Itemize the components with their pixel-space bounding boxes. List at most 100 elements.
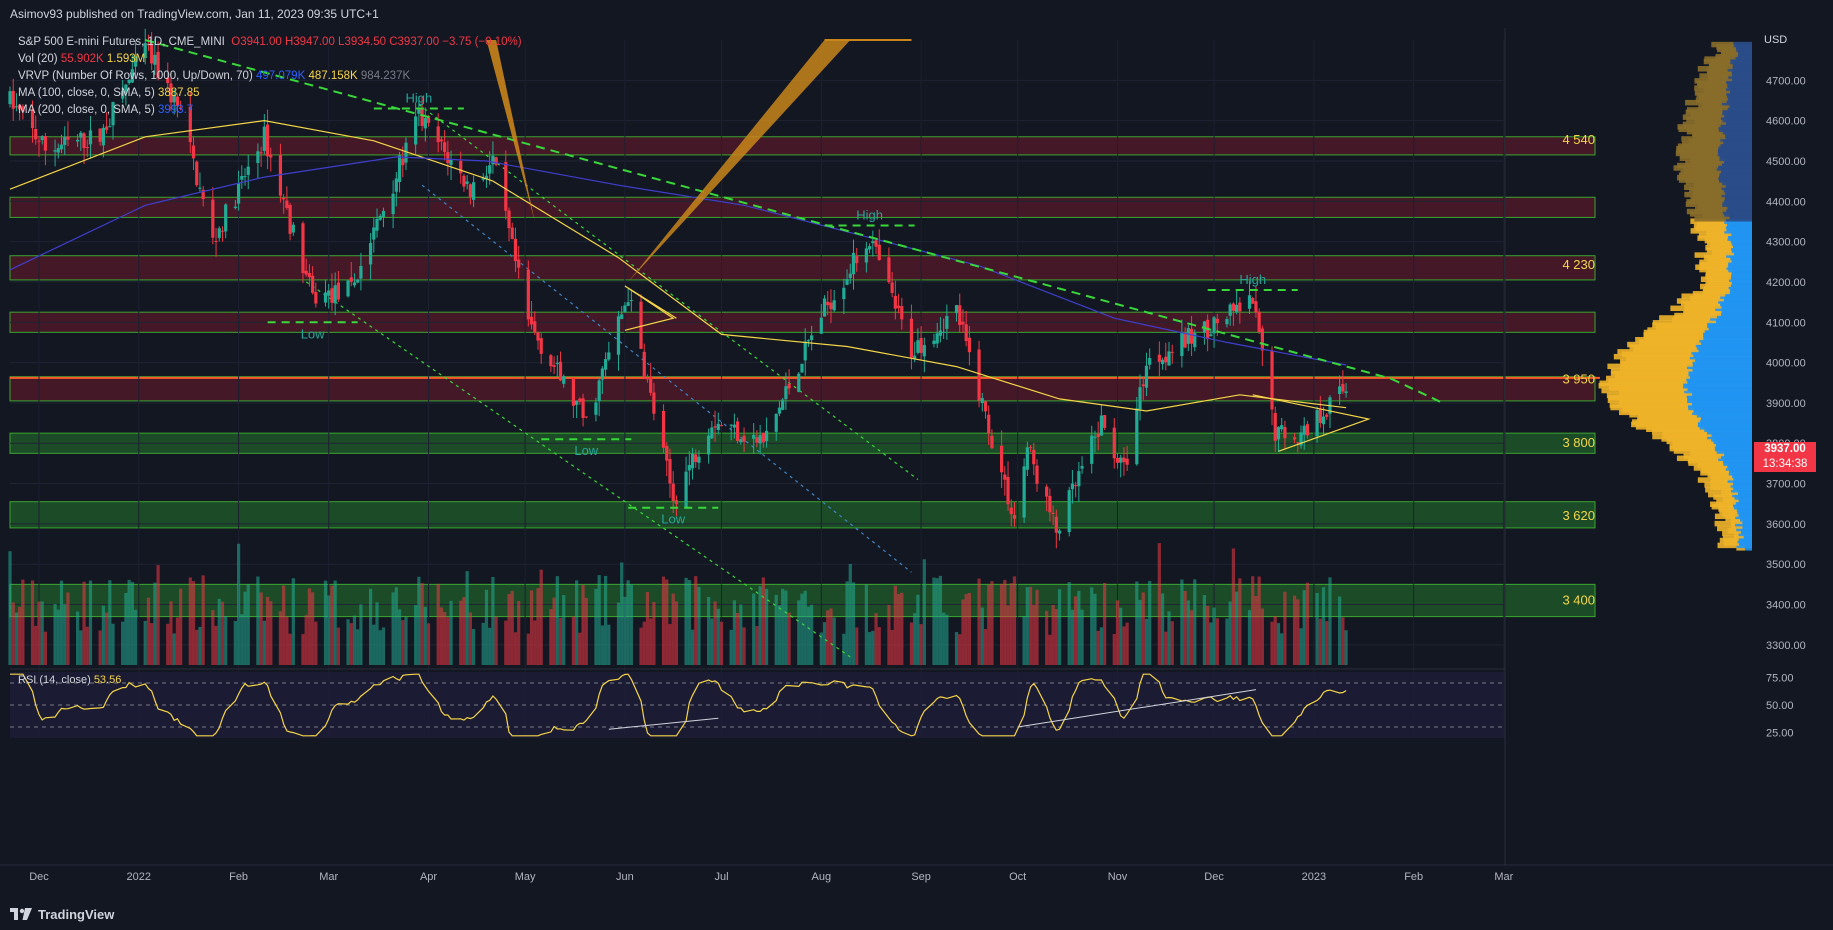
candle-body — [1344, 391, 1348, 394]
candle-body — [1276, 426, 1281, 440]
candle-body — [661, 410, 666, 448]
volume-bar — [394, 587, 398, 665]
candle-body — [967, 337, 972, 353]
last-price-tag: 3937.00 13:34:38 — [1754, 442, 1816, 472]
candle-body — [79, 132, 83, 138]
candle-body — [465, 181, 469, 184]
candle-body — [987, 414, 991, 434]
volume-bar — [1276, 623, 1281, 665]
candle-body — [1305, 424, 1310, 436]
volume-bar — [1254, 595, 1258, 665]
candle-body — [1048, 495, 1052, 513]
volume-bar — [877, 627, 881, 665]
candle-body — [1003, 474, 1007, 480]
candle-body — [1051, 512, 1055, 514]
candle-body — [166, 77, 170, 84]
volume-bar — [301, 634, 305, 665]
candle-body — [1077, 471, 1081, 487]
volume-bar — [1260, 608, 1264, 665]
candle-body — [964, 324, 968, 342]
candle-body — [127, 79, 131, 84]
candle-body — [533, 321, 537, 332]
volume-bar — [594, 588, 598, 665]
candle-body — [890, 282, 894, 293]
volume-bar — [66, 592, 70, 665]
candle-body — [1235, 304, 1239, 313]
volume-bar — [1077, 590, 1081, 665]
publisher-header: Asimov93 published on TradingView.com, J… — [0, 0, 1833, 28]
candle-body — [694, 454, 698, 462]
vrvp-value-1: 497.079K — [256, 70, 306, 82]
vrvp-value-2: 487.158K — [308, 70, 358, 82]
candle-body — [352, 282, 357, 286]
candle-body — [375, 218, 379, 231]
candle-body — [999, 445, 1004, 473]
volume-bar — [304, 615, 308, 665]
candle-body — [1225, 319, 1229, 325]
candle-body — [529, 316, 534, 325]
volume-bar — [942, 612, 946, 665]
candle-body — [1209, 334, 1213, 337]
candle-body — [945, 315, 949, 329]
candle-body — [1103, 415, 1107, 428]
candles — [8, 28, 1348, 549]
volume-bar — [1186, 600, 1190, 665]
vrvp-up — [1722, 535, 1739, 541]
candle-body — [1125, 458, 1129, 465]
volume-bar — [265, 596, 270, 665]
volume-bar — [938, 575, 943, 665]
candle-body — [169, 83, 173, 103]
candle-body — [787, 383, 791, 389]
candle-body — [1112, 427, 1116, 459]
candle-body — [156, 51, 160, 79]
candle-body — [800, 363, 804, 373]
volume-bar — [1144, 618, 1149, 665]
volume-bar — [269, 601, 273, 665]
volume-bar — [1119, 607, 1123, 665]
candle-body — [236, 183, 241, 204]
candle-body — [311, 275, 315, 293]
candle-body — [484, 175, 489, 179]
candle-body — [423, 118, 427, 129]
tradingview-logo[interactable]: TradingView — [10, 907, 114, 922]
volume-bar — [471, 629, 476, 665]
last-price: 3937.00 — [1764, 443, 1806, 455]
candle-body — [1074, 485, 1078, 487]
symbol-name: S&P 500 E-mini Futures, 1D, CME_MINI — [18, 36, 225, 48]
candle-body — [175, 96, 180, 106]
volume-bar — [82, 581, 86, 665]
candle-body — [526, 269, 530, 320]
candle-body — [668, 459, 672, 484]
ma100-value: 3887.85 — [157, 87, 200, 99]
volume-bar — [1141, 592, 1145, 665]
candle-body — [1157, 354, 1161, 362]
volume-bar — [336, 627, 340, 665]
volume-bar — [1225, 618, 1229, 665]
volume-bar — [1299, 628, 1303, 665]
candle-body — [909, 318, 914, 358]
candle-body — [243, 176, 247, 178]
candle-body — [56, 148, 60, 153]
volume-bar — [713, 601, 717, 665]
zone-label: 4 230 — [1562, 257, 1595, 272]
volume-bar — [1318, 618, 1322, 665]
zone-label: 3 950 — [1562, 372, 1595, 387]
volume-bar — [1160, 593, 1165, 665]
volume-bar — [597, 575, 601, 665]
volume-bar — [330, 585, 334, 665]
candle-body — [980, 398, 984, 404]
volume-bar — [674, 601, 679, 665]
candle-body — [1045, 486, 1049, 497]
x-tick-label: Nov — [1108, 871, 1128, 883]
volume-bar — [121, 621, 125, 665]
volume-bar — [1057, 589, 1062, 665]
volume-profile — [1598, 41, 1752, 551]
volume-bar — [716, 608, 720, 665]
volume-bar — [623, 596, 627, 665]
volume-bar — [1180, 579, 1184, 665]
candle-body — [958, 305, 962, 326]
candle-body — [716, 423, 720, 430]
candle-body — [1296, 442, 1300, 444]
candle-body — [777, 407, 782, 414]
